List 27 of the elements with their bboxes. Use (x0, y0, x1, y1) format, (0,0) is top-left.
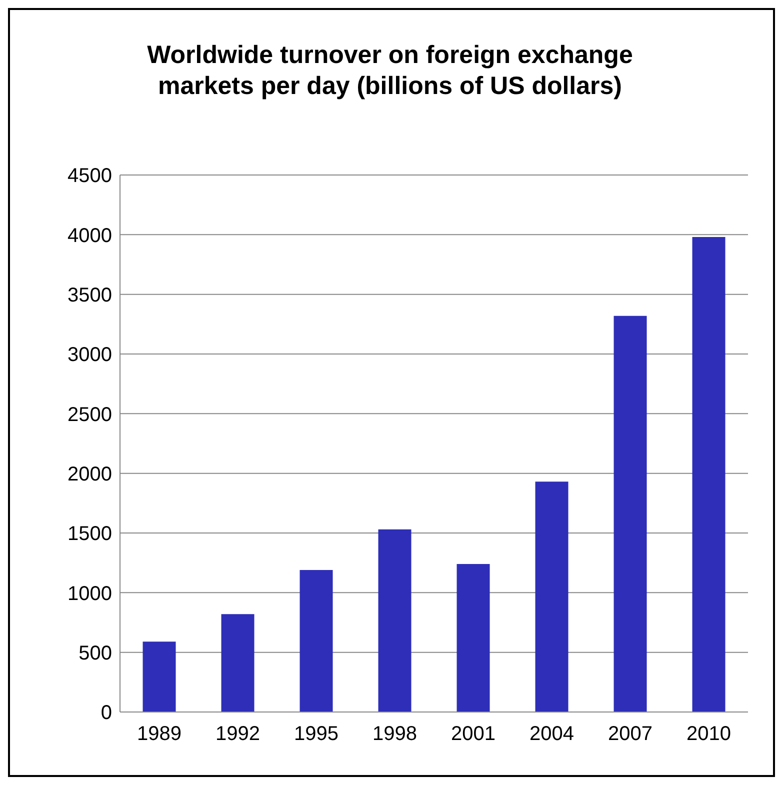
x-tick-label: 1989 (137, 723, 182, 746)
bar (456, 564, 490, 712)
bar (692, 237, 726, 712)
bar (378, 529, 412, 712)
y-tick-label: 2000 (68, 463, 112, 486)
y-tick-label: 1500 (68, 523, 112, 546)
x-tick-label: 1992 (216, 723, 260, 746)
y-tick-label: 3500 (68, 284, 112, 306)
x-tick-label: 2010 (686, 723, 731, 746)
x-tick-label: 2007 (608, 723, 652, 746)
y-tick-label: 0 (100, 702, 112, 724)
bar (142, 642, 176, 712)
y-tick-label: 2500 (68, 404, 112, 426)
y-tick-label: 3000 (68, 344, 112, 366)
bar (535, 482, 568, 712)
y-tick-label: 1000 (68, 582, 112, 605)
x-tick-label: 1995 (294, 723, 338, 746)
bar (221, 614, 254, 712)
x-tick-label: 2004 (530, 723, 574, 746)
y-tick-label: 500 (78, 642, 112, 664)
x-tick-label: 1998 (372, 723, 417, 746)
y-tick-label: 4500 (68, 165, 112, 188)
x-tick-label: 2001 (451, 723, 496, 746)
y-tick-label: 4000 (68, 224, 112, 247)
chart-title: Worldwide turnover on foreign exchange markets per day (billions of US dollars) (146, 40, 634, 102)
bar (300, 570, 333, 712)
bar (614, 316, 647, 712)
